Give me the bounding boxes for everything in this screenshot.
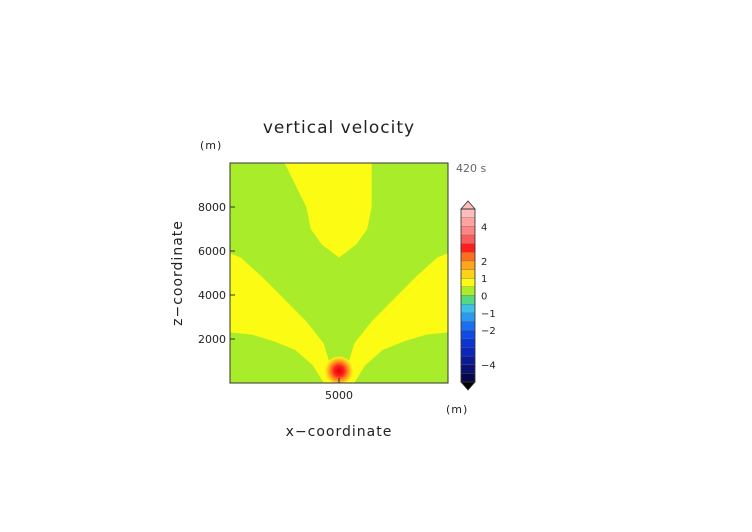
field-region-thermal-bubble — [324, 356, 354, 383]
chart-title: vertical velocity — [263, 118, 415, 138]
y-tick-label: 4000 — [198, 289, 226, 302]
colorbar-segment — [460, 234, 476, 244]
colorbar-over-arrow — [460, 200, 476, 210]
colorbar-segment — [460, 286, 476, 296]
colorbar-segment — [460, 355, 476, 365]
y-unit-label: (m) — [200, 139, 222, 152]
x-tick-label: 5000 — [325, 389, 353, 402]
colorbar-tick-label: 1 — [481, 274, 487, 285]
colorbar-segment — [460, 278, 476, 288]
colorbar-segment — [460, 243, 476, 253]
colorbar-segment — [460, 252, 476, 262]
colorbar-segment — [460, 312, 476, 322]
colorbar-segment — [460, 329, 476, 339]
colorbar-tick-label: 4 — [481, 222, 487, 233]
colorbar-tick-label: 0 — [481, 292, 487, 303]
y-tick-label: 2000 — [198, 333, 226, 346]
colorbar-under-arrow — [460, 381, 476, 391]
colorbar-segment — [460, 217, 476, 227]
field-region-upper-central-plume — [284, 163, 372, 258]
colorbar-segment — [460, 303, 476, 313]
field-region-right-diagonal-band — [343, 253, 448, 383]
colorbar-segment — [460, 208, 476, 218]
colorbar-segment — [460, 364, 476, 374]
plot-area — [230, 163, 448, 383]
colorbar-segment — [460, 226, 476, 236]
colorbar-segment — [460, 295, 476, 305]
colorbar-tick-label: −2 — [481, 326, 496, 337]
colorbar-segment — [460, 260, 476, 270]
colorbar-tick-label: −4 — [481, 361, 496, 372]
time-label: 420 s — [456, 162, 486, 175]
colorbar-segment — [460, 321, 476, 331]
colorbar-segment — [460, 338, 476, 348]
y-axis-label: z−coordinate — [170, 220, 186, 326]
colorbar-tick-label: 2 — [481, 257, 487, 268]
colorbar-tick-label: −1 — [481, 309, 496, 320]
colorbar-frame — [460, 208, 476, 383]
colorbar: 4 2 1 0 −1 −2 −4 — [460, 200, 496, 391]
colorbar-segment — [460, 347, 476, 357]
y-tick-label: 8000 — [198, 201, 226, 214]
colorbar-segment — [460, 269, 476, 279]
x-unit-label: (m) — [446, 403, 468, 416]
y-tick-label: 6000 — [198, 245, 226, 258]
x-axis-label: x−coordinate — [286, 424, 393, 440]
colorbar-segment — [460, 373, 476, 383]
x-axis: 5000 — [325, 378, 353, 402]
field-region-left-diagonal-band — [230, 253, 335, 383]
y-axis: 2000 4000 6000 8000 — [198, 201, 235, 346]
